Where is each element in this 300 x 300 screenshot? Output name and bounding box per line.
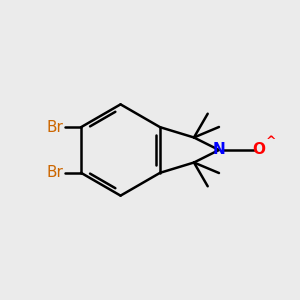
Text: Br: Br (46, 120, 63, 135)
Text: N: N (213, 142, 225, 158)
Text: ^: ^ (266, 135, 276, 148)
Text: Br: Br (46, 165, 63, 180)
Text: O: O (252, 142, 265, 158)
